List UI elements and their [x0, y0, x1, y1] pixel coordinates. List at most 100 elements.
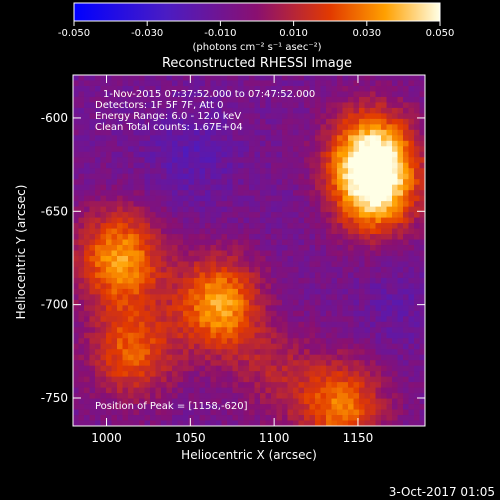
heatmap-cell: [183, 415, 189, 421]
heatmap-cell: [216, 173, 222, 180]
heatmap-cell: [386, 371, 393, 378]
heatmap-cell: [403, 102, 409, 109]
heatmap-cell: [122, 299, 129, 306]
heatmap-cell: [172, 415, 178, 421]
heatmap-cell: [221, 299, 228, 306]
heatmap-cell: [183, 343, 189, 350]
heatmap-cell: [414, 223, 420, 229]
heatmap-cell: [95, 415, 101, 421]
heatmap-cell: [282, 266, 288, 273]
heatmap-cell: [392, 129, 398, 136]
heatmap-cell: [122, 140, 129, 147]
heatmap-cell: [348, 382, 354, 389]
heatmap-cell: [210, 113, 217, 120]
heatmap-cell: [364, 316, 371, 323]
heatmap-cell: [320, 360, 327, 367]
heatmap-cell: [287, 277, 294, 284]
heatmap-cell: [370, 217, 376, 224]
heatmap-cell: [265, 190, 272, 197]
heatmap-cell: [232, 190, 239, 197]
heatmap-cell: [309, 349, 316, 356]
heatmap-cell: [403, 382, 409, 389]
heatmap-cell: [337, 80, 343, 87]
heatmap-cell: [172, 179, 178, 186]
heatmap-cell: [397, 316, 404, 323]
heatmap-cell: [183, 239, 189, 246]
heatmap-cell: [117, 75, 123, 81]
heatmap-cell: [364, 371, 371, 378]
heatmap-cell: [249, 129, 255, 136]
heatmap-cell: [287, 157, 294, 164]
heatmap-cell: [331, 354, 338, 361]
heatmap-cell: [260, 212, 266, 218]
heatmap-cell: [309, 250, 316, 257]
heatmap-cell: [249, 332, 255, 339]
heatmap-cell: [161, 349, 167, 356]
heatmap-cell: [254, 272, 261, 279]
heatmap-cell: [392, 283, 398, 290]
heatmap-cell: [320, 168, 327, 175]
heatmap-cell: [265, 376, 272, 383]
heatmap-cell: [254, 162, 261, 169]
heatmap-cell: [139, 299, 145, 306]
heatmap-cell: [122, 157, 129, 164]
heatmap-cell: [342, 272, 349, 279]
heatmap-cell: [111, 129, 118, 136]
heatmap-cell: [315, 245, 321, 251]
heatmap-cell: [381, 365, 387, 372]
heatmap-cell: [397, 206, 404, 213]
heatmap-cell: [408, 195, 415, 202]
y-tick-label: -700: [41, 298, 68, 312]
heatmap-cell: [342, 195, 349, 202]
heatmap-cell: [408, 157, 415, 164]
heatmap-cell: [144, 168, 151, 175]
heatmap-cell: [221, 310, 228, 317]
heatmap-cell: [298, 239, 305, 246]
heatmap-cell: [282, 382, 288, 389]
heatmap-cell: [320, 179, 327, 186]
heatmap-cell: [221, 179, 228, 186]
heatmap-cell: [205, 113, 211, 120]
heatmap-cell: [243, 157, 250, 164]
heatmap-cell: [304, 168, 310, 175]
heatmap-cell: [161, 157, 167, 164]
heatmap-cell: [144, 239, 151, 246]
heatmap-cell: [392, 360, 398, 367]
heatmap-cell: [216, 420, 222, 427]
heatmap-cell: [315, 354, 321, 361]
heatmap-cell: [320, 157, 327, 164]
heatmap-cell: [188, 140, 195, 147]
heatmap-cell: [271, 415, 277, 421]
heatmap-cell: [100, 376, 107, 383]
heatmap-cell: [78, 365, 85, 372]
heatmap-cell: [238, 382, 244, 389]
heatmap-cell: [353, 212, 360, 218]
heatmap-cell: [188, 321, 195, 328]
heatmap-cell: [89, 250, 96, 257]
heatmap-cell: [188, 338, 195, 345]
heatmap-cell: [419, 288, 426, 295]
heatmap-cell: [315, 234, 321, 240]
heatmap-cell: [386, 217, 393, 224]
heatmap-cell: [282, 157, 288, 164]
heatmap-cell: [392, 85, 398, 92]
heatmap-cell: [337, 113, 343, 120]
heatmap-cell: [353, 305, 360, 312]
heatmap-cell: [408, 349, 415, 356]
heatmap-cell: [243, 195, 250, 202]
heatmap-cell: [254, 212, 261, 218]
heatmap-cell: [265, 266, 272, 273]
heatmap-cell: [397, 234, 404, 240]
heatmap-cell: [392, 277, 398, 284]
heatmap-cell: [144, 157, 151, 164]
heatmap-cell: [73, 409, 79, 416]
heatmap-cell: [128, 173, 134, 180]
heatmap-cell: [139, 415, 145, 421]
heatmap-cell: [392, 140, 398, 147]
heatmap-cell: [73, 332, 79, 339]
heatmap-cell: [364, 75, 371, 81]
heatmap-cell: [199, 277, 206, 284]
heatmap-cell: [359, 75, 365, 81]
heatmap-cell: [232, 272, 239, 279]
heatmap-cell: [326, 327, 332, 334]
